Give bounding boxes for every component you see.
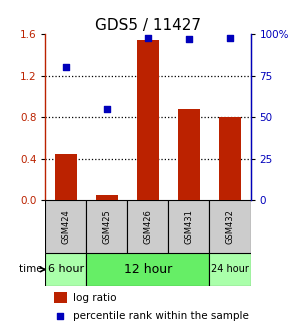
Text: GSM424: GSM424: [62, 209, 70, 244]
Bar: [178, 109, 200, 200]
Text: percentile rank within the sample: percentile rank within the sample: [73, 311, 249, 321]
Bar: [209, 253, 251, 286]
Bar: [137, 40, 159, 200]
Bar: [54, 153, 77, 200]
Bar: [219, 117, 241, 200]
Point: [187, 37, 191, 42]
Text: 12 hour: 12 hour: [124, 263, 172, 276]
Bar: [86, 200, 127, 253]
Bar: [168, 200, 209, 253]
Text: log ratio: log ratio: [73, 293, 117, 303]
Bar: [96, 195, 118, 200]
Text: time: time: [19, 265, 46, 274]
Text: GSM425: GSM425: [103, 209, 111, 244]
Bar: [209, 200, 251, 253]
Point: [146, 35, 150, 40]
Bar: [45, 253, 86, 286]
Point: [64, 65, 68, 70]
Text: GSM432: GSM432: [226, 209, 234, 244]
Text: 24 hour: 24 hour: [211, 265, 249, 274]
Text: GSM426: GSM426: [144, 209, 152, 244]
Bar: [86, 253, 209, 286]
Point: [228, 35, 232, 40]
Bar: [127, 200, 168, 253]
Point: [105, 106, 109, 112]
Bar: [45, 200, 86, 253]
Text: GSM431: GSM431: [185, 209, 193, 244]
Title: GDS5 / 11427: GDS5 / 11427: [95, 18, 201, 33]
Text: 6 hour: 6 hour: [48, 265, 84, 274]
Point: [58, 314, 63, 319]
Bar: [54, 292, 67, 303]
